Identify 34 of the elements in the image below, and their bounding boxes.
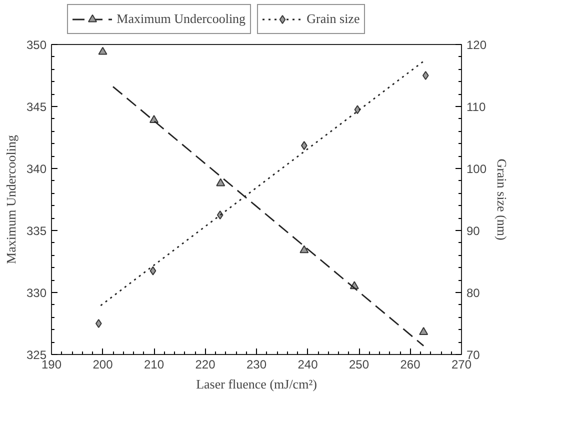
x-tick-label: 190 xyxy=(41,358,62,372)
y-tick-label: 335 xyxy=(26,224,47,238)
x-tick-label: 230 xyxy=(246,358,267,372)
point xyxy=(95,319,102,328)
y2-axis-title: Grain size (nm) xyxy=(494,158,510,240)
y-axis-title: Maximum Undercooling xyxy=(3,134,18,264)
legend-label: Grain size xyxy=(306,11,360,27)
y-tick-label: 350 xyxy=(26,38,47,52)
x-axis-title: Laser fluence (mJ/cm²) xyxy=(196,376,317,392)
legend-label: Maximum Undercooling xyxy=(116,11,246,27)
y-tick-label: 340 xyxy=(26,162,47,176)
x-tick-label: 240 xyxy=(298,358,318,372)
x-tick-label: 250 xyxy=(348,358,370,372)
x-tick-label: 260 xyxy=(400,358,421,372)
point xyxy=(150,115,158,123)
point xyxy=(98,46,108,55)
y2-tick-label: 80 xyxy=(466,286,480,300)
y2-tick-label: 120 xyxy=(466,38,487,52)
y-tick-label: 330 xyxy=(26,286,47,300)
y2-tick-label: 110 xyxy=(466,100,486,114)
point xyxy=(422,71,429,80)
point xyxy=(300,245,309,254)
point xyxy=(216,178,226,186)
point xyxy=(419,327,428,335)
point xyxy=(300,141,308,150)
x-tick-label: 270 xyxy=(451,358,472,372)
y2-tick-label: 100 xyxy=(466,162,487,176)
x-tick-label: 200 xyxy=(92,358,114,372)
y2-tick-label: 90 xyxy=(466,224,480,238)
x-tick-label: 220 xyxy=(195,358,216,372)
point xyxy=(150,266,156,276)
y-tick-label: 345 xyxy=(26,100,47,114)
point xyxy=(354,105,361,114)
x-tick-label: 210 xyxy=(144,358,164,372)
